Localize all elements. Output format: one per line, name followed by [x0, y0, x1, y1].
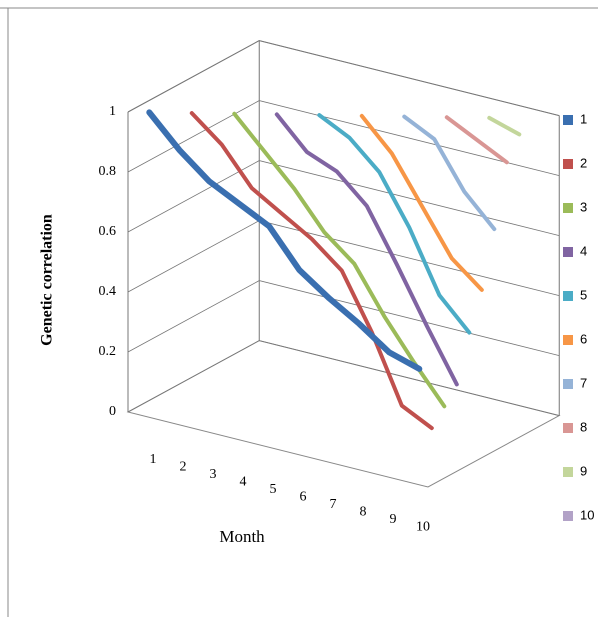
x-tick-label: 8: [360, 504, 367, 519]
y-tick-label: 1: [109, 104, 116, 119]
legend-label: 1: [580, 111, 587, 126]
legend-label: 3: [580, 199, 587, 214]
x-tick-label: 9: [390, 512, 397, 527]
legend-swatch: [563, 423, 573, 433]
plot: 0 0.2 0.4 0.6 0.8 1 1 2 3 4 5 6 7 8 9 10: [99, 40, 561, 534]
legend-swatch: [563, 115, 573, 125]
legend-swatch: [563, 159, 573, 169]
series-line: [189, 111, 434, 431]
grid-line: [127, 340, 560, 416]
series-line: [444, 115, 509, 165]
legend-swatch: [563, 379, 573, 389]
x-axis-label: Month: [219, 527, 265, 546]
legend-label: 9: [580, 463, 587, 478]
y-axis-label: Genetic correlation: [39, 214, 56, 346]
y-tick-label: 0.2: [99, 344, 117, 359]
wall-edge: [259, 40, 560, 117]
legend-label: 2: [580, 155, 587, 170]
series-line: [274, 112, 459, 387]
grid-line: [127, 160, 560, 236]
x-tick-label: 1: [150, 452, 157, 467]
x-tick-label: 7: [330, 497, 337, 512]
legend-label: 6: [580, 331, 587, 346]
y-tick-label: 0.8: [99, 164, 117, 179]
y-tick-label: 0: [109, 404, 116, 419]
x-tick-label: 3: [210, 467, 217, 482]
legend-swatch: [563, 511, 573, 521]
y-tick-label: 0.6: [99, 224, 117, 239]
wall-edge: [127, 40, 260, 113]
x-tick-label: 4: [240, 474, 247, 489]
x-tick-label: 5: [270, 482, 277, 497]
series-line: [146, 109, 423, 372]
series-line: [317, 113, 472, 335]
x-tick-label: 2: [180, 459, 187, 474]
legend-label: 4: [580, 243, 587, 258]
grid-line: [127, 220, 560, 296]
legend-swatch: [563, 291, 573, 301]
series-line: [359, 113, 484, 292]
legend-swatch: [563, 335, 573, 345]
legend-label: 7: [580, 375, 587, 390]
x-tick-label: 10: [416, 519, 430, 534]
series-line: [232, 111, 447, 409]
legend-swatch: [563, 247, 573, 257]
legend: 1 2 3 4 5 6 7 8 9 10: [563, 111, 594, 522]
y-tick-label: 0.4: [99, 284, 117, 299]
legend-label: 5: [580, 287, 587, 302]
legend-swatch: [563, 203, 573, 213]
series-line: [487, 115, 522, 137]
legend-label: 8: [580, 419, 587, 434]
floor: [126, 340, 561, 488]
grid-line: [127, 280, 560, 356]
grid-line: [127, 40, 560, 116]
series-line: [402, 114, 497, 232]
legend-label: 10: [580, 507, 594, 522]
legend-swatch: [563, 467, 573, 477]
x-tick-label: 6: [300, 489, 307, 504]
